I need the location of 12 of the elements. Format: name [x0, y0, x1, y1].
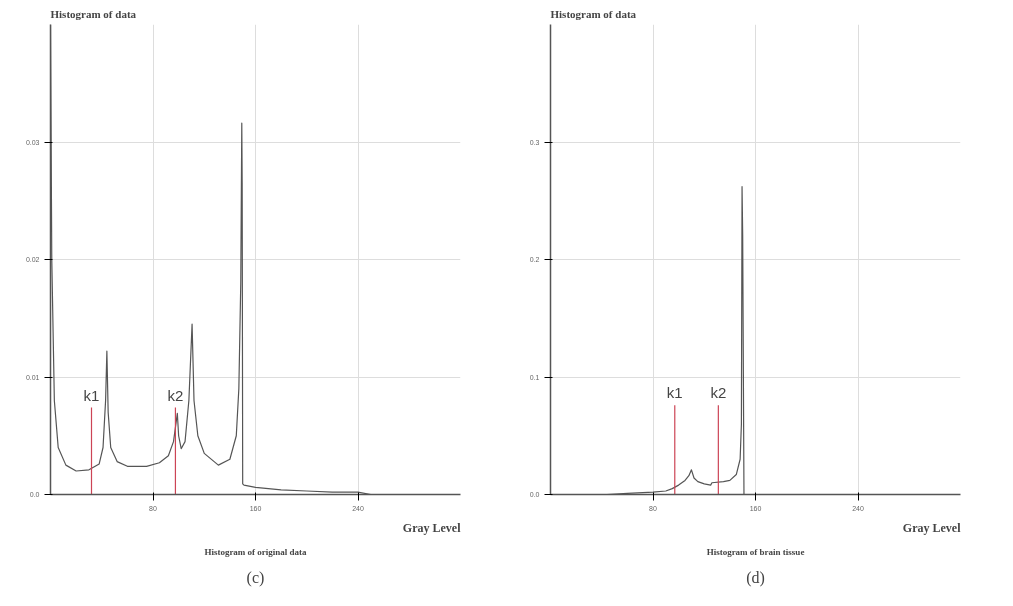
ref-line-label: k1 [83, 386, 100, 404]
ref-line-label: k2 [167, 386, 184, 404]
x-axis-title: Gray Level [902, 520, 962, 535]
text: Histogram of brain tissue [706, 546, 805, 557]
chart-title: Histogram of data [50, 7, 137, 20]
text: (d) [746, 568, 765, 587]
ref-line-label: k2 [710, 384, 727, 402]
x-axis-title: Gray Level [402, 520, 462, 535]
text: Histogram of original data [204, 546, 308, 557]
chart-title: Histogram of data [550, 7, 637, 20]
text: (c) [246, 568, 265, 587]
ref-line-label: k1 [666, 384, 683, 402]
